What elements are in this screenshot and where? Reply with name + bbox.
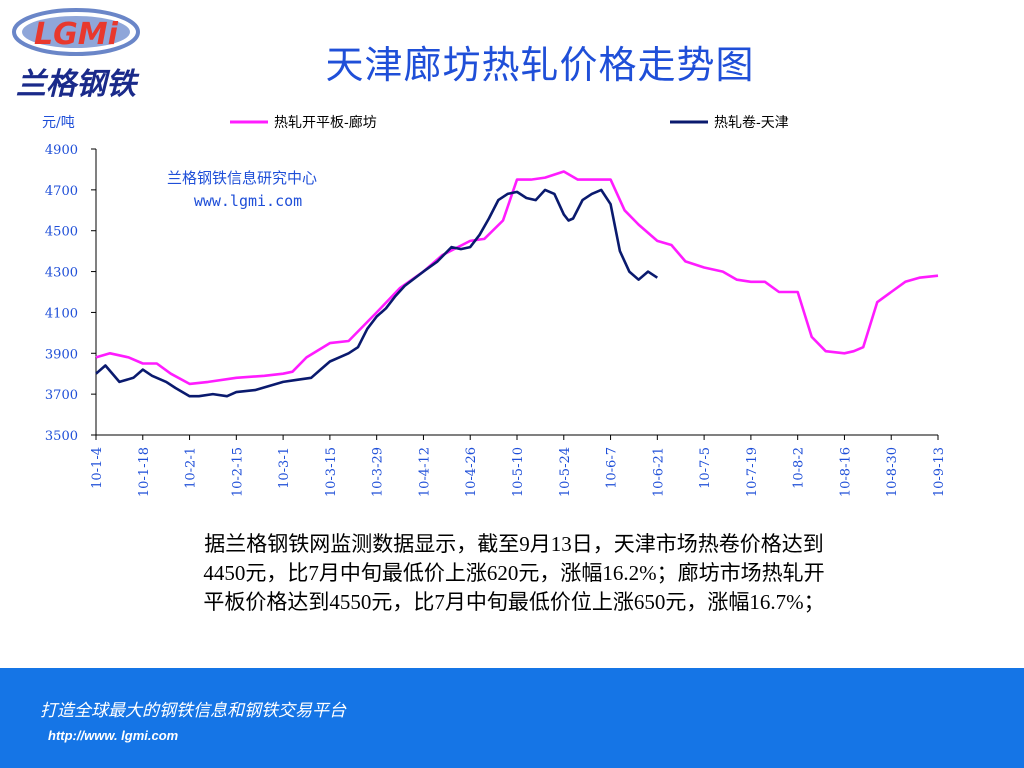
watermark-line-1: 兰格钢铁信息研究中心 [167,169,317,187]
series-line-langfang [95,170,939,386]
chart-series [95,170,939,398]
x-tick-label: 10-3-1 [277,447,292,489]
footer-url[interactable]: http://www. lgmi.com [48,728,179,743]
x-tick-label: 10-4-26 [464,447,479,497]
summary-paragraph: 据兰格钢铁网监测数据显示，截至9月13日，天津市场热卷价格达到 4450元，比7… [84,530,944,617]
x-tick-label: 10-7-5 [698,447,713,489]
x-tick-label: 10-5-24 [558,447,573,497]
legend: 热轧开平板-廊坊 热轧卷-天津 [230,114,789,131]
svg-text:LGMi: LGMi [34,17,119,52]
x-tick-label: 10-1-18 [137,447,152,497]
chart-axes: 3500 3700 3900 4100 4300 4500 4700 4900 10-1-4 10… [45,143,947,497]
series-line-tianjin [95,188,659,398]
x-tick-label: 10-8-30 [885,447,900,497]
y-tick-label: 4700 [45,184,78,199]
x-tick-label: 10-3-29 [371,447,386,497]
y-tick-label: 3500 [45,429,78,444]
x-tick-label: 10-1-4 [90,447,105,489]
x-tick-label: 10-7-19 [745,447,760,497]
legend-label-langfang: 热轧开平板-廊坊 [274,114,377,131]
y-tick-label: 4300 [45,266,78,281]
footer-slogan: 打造全球最大的钢铁信息和钢铁交易平台 [40,701,346,721]
x-tick-label: 10-6-7 [605,447,620,489]
x-tick-label: 10-9-13 [932,447,947,497]
x-tick-label: 10-8-16 [838,447,853,497]
y-tick-label: 4500 [45,225,78,240]
price-chart: 3500 3700 3900 4100 4300 4500 4700 4900 10-1-4 10… [42,114,947,497]
svg-text:兰格钢铁: 兰格钢铁 [16,67,140,102]
y-tick-label: 3700 [45,388,78,403]
x-tick-label: 10-6-21 [651,447,666,497]
watermark-line-2: www.lgmi.com [194,192,302,210]
summary-line-3: 平板价格达到4550元，比7月中旬最低价位上涨650元，涨幅16.7%； [203,590,825,614]
page-title: 天津廊坊热轧价格走势图 [325,43,755,87]
lgmi-logo: LGMi 兰格钢铁 [12,8,140,102]
summary-line-2: 4450元，比7月中旬最低价上涨620元，涨幅16.2%；廊坊市场热轧开 [203,561,825,585]
y-tick-label: 4900 [45,143,78,158]
summary-line-1: 据兰格钢铁网监测数据显示，截至9月13日，天津市场热卷价格达到 [204,532,824,556]
legend-label-tianjin: 热轧卷-天津 [714,115,789,131]
x-tick-label: 10-2-1 [184,447,199,489]
y-tick-label: 3900 [45,347,78,362]
x-tick-label: 10-5-10 [511,447,526,497]
y-axis-unit-label: 元/吨 [42,115,75,131]
footer-bar: 打造全球最大的钢铁信息和钢铁交易平台 http://www. lgmi.com [0,668,1024,768]
x-tick-label: 10-8-2 [792,447,807,489]
x-tick-label: 10-3-15 [324,447,339,497]
x-tick-label: 10-4-12 [417,447,432,497]
x-tick-label: 10-2-15 [230,447,245,497]
y-tick-label: 4100 [45,306,78,321]
